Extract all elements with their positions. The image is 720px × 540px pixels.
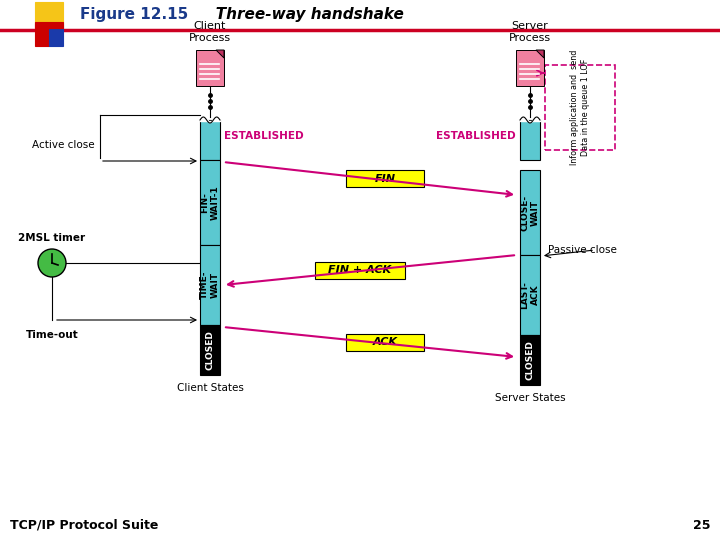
Text: Figure 12.15: Figure 12.15 [80, 6, 188, 22]
Text: CLOSED: CLOSED [205, 330, 215, 370]
Text: FIN: FIN [374, 173, 395, 184]
Bar [545, 65, 615, 150]
Text: 25: 25 [693, 519, 710, 532]
Text: Client States: Client States [176, 383, 243, 393]
Bar [49, 24, 63, 46]
Bar [520, 335, 540, 385]
Bar [516, 50, 544, 86]
Bar [520, 120, 540, 160]
Bar [200, 325, 220, 375]
Bar [315, 261, 405, 279]
Bar [35, 24, 49, 46]
Text: Server States: Server States [495, 393, 565, 403]
Bar [520, 170, 540, 255]
Text: Active close: Active close [32, 140, 95, 150]
Bar [35, 2, 63, 24]
Text: 2MSL timer: 2MSL timer [19, 233, 86, 243]
Text: CLOSE-
WAIT: CLOSE- WAIT [521, 194, 540, 231]
Bar [346, 334, 424, 350]
Text: CLOSED: CLOSED [526, 340, 534, 380]
Bar [196, 50, 224, 86]
Polygon shape [216, 50, 224, 58]
Bar [346, 170, 424, 187]
Text: Three-way handshake: Three-way handshake [200, 6, 404, 22]
Bar [200, 160, 220, 245]
Bar [520, 255, 540, 335]
Bar [200, 245, 220, 325]
Text: FIN + ACK: FIN + ACK [328, 265, 392, 275]
Bar [35, 22, 63, 28]
Text: LAST-
ACK: LAST- ACK [521, 281, 540, 309]
Text: ESTABLISHED: ESTABLISHED [224, 131, 304, 141]
Text: Client
Process: Client Process [189, 22, 231, 43]
Text: ACK: ACK [372, 337, 397, 347]
Bar [200, 120, 220, 160]
Circle shape [38, 249, 66, 277]
Text: Time-out: Time-out [26, 330, 78, 340]
Text: ESTABLISHED: ESTABLISHED [436, 131, 516, 141]
Polygon shape [536, 50, 544, 58]
Text: Passive close: Passive close [548, 245, 617, 255]
Text: TIME-
WAIT: TIME- WAIT [200, 271, 220, 299]
Text: Server
Process: Server Process [509, 22, 551, 43]
Text: FIN-
WAIT-1: FIN- WAIT-1 [200, 185, 220, 220]
Text: TCP/IP Protocol Suite: TCP/IP Protocol Suite [10, 519, 158, 532]
Text: Inform application and  send
Data in the queue 1 LOF: Inform application and send Data in the … [570, 50, 590, 165]
